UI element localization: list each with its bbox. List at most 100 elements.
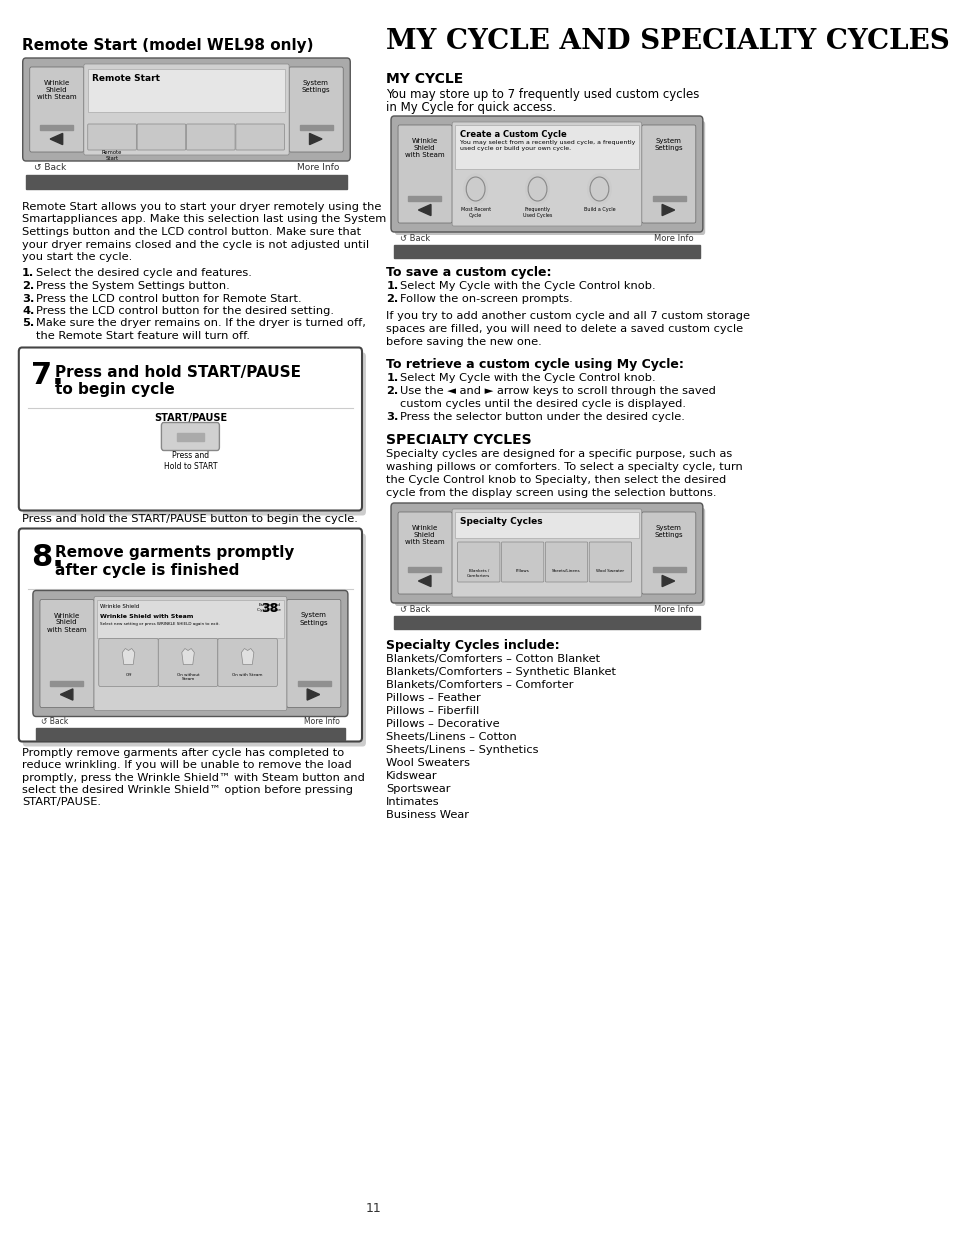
FancyBboxPatch shape: [40, 599, 94, 708]
Text: custom cycles until the desired cycle is displayed.: custom cycles until the desired cycle is…: [400, 399, 686, 409]
Text: Use the ◄ and ► arrow keys to scroll through the saved: Use the ◄ and ► arrow keys to scroll thr…: [400, 387, 716, 396]
Text: Press the selector button under the desired cycle.: Press the selector button under the desi…: [400, 412, 684, 422]
Text: To save a custom cycle:: To save a custom cycle:: [386, 266, 551, 279]
Bar: [652, 196, 685, 201]
Polygon shape: [182, 648, 194, 664]
Polygon shape: [661, 576, 674, 587]
Text: Most Recent
Cycle: Most Recent Cycle: [460, 207, 490, 217]
Text: Settings button and the LCD control button. Make sure that: Settings button and the LCD control butt…: [22, 227, 360, 237]
FancyBboxPatch shape: [94, 597, 287, 710]
Bar: [177, 432, 204, 441]
Polygon shape: [418, 576, 431, 587]
Text: Estimated
Cycle Time: Estimated Cycle Time: [256, 604, 280, 613]
Text: Intimates: Intimates: [386, 797, 439, 806]
Text: More Info: More Info: [653, 233, 693, 243]
FancyBboxPatch shape: [289, 67, 343, 152]
Text: before saving the new one.: before saving the new one.: [386, 337, 541, 347]
Text: Press the LCD control button for the desired setting.: Press the LCD control button for the des…: [36, 306, 334, 316]
Text: System
Settings: System Settings: [301, 80, 330, 93]
FancyBboxPatch shape: [455, 125, 638, 169]
Text: spaces are filled, you will need to delete a saved custom cycle: spaces are filled, you will need to dele…: [386, 324, 742, 333]
Bar: [300, 125, 333, 130]
Text: 4.: 4.: [22, 306, 34, 316]
FancyBboxPatch shape: [545, 542, 587, 582]
FancyBboxPatch shape: [186, 124, 234, 149]
FancyBboxPatch shape: [217, 638, 277, 687]
FancyBboxPatch shape: [19, 347, 361, 510]
Text: 3.: 3.: [386, 412, 398, 422]
Polygon shape: [661, 205, 674, 216]
Text: reduce wrinkling. If you will be unable to remove the load: reduce wrinkling. If you will be unable …: [22, 760, 352, 769]
Text: 38: 38: [261, 603, 278, 615]
Text: Remote
Start: Remote Start: [102, 149, 122, 161]
FancyBboxPatch shape: [457, 542, 499, 582]
FancyBboxPatch shape: [88, 69, 285, 112]
Text: Press the System Settings button.: Press the System Settings button.: [36, 282, 230, 291]
Text: ↺ Back: ↺ Back: [33, 163, 66, 172]
Bar: [51, 680, 83, 685]
FancyBboxPatch shape: [395, 121, 704, 235]
Bar: [26, 175, 347, 189]
FancyBboxPatch shape: [97, 599, 283, 637]
FancyBboxPatch shape: [395, 508, 704, 606]
Text: You may store up to 7 frequently used custom cycles: You may store up to 7 frequently used cu…: [386, 88, 699, 101]
Text: 2.: 2.: [22, 282, 34, 291]
Text: 1.: 1.: [386, 373, 398, 383]
Bar: [40, 125, 72, 130]
FancyBboxPatch shape: [391, 116, 702, 232]
Text: To retrieve a custom cycle using My Cycle:: To retrieve a custom cycle using My Cycl…: [386, 358, 683, 370]
FancyBboxPatch shape: [501, 542, 543, 582]
Text: Off: Off: [125, 673, 132, 677]
Polygon shape: [309, 133, 322, 144]
Text: 11: 11: [366, 1202, 381, 1215]
Text: Press the LCD control button for Remote Start.: Press the LCD control button for Remote …: [36, 294, 301, 304]
FancyBboxPatch shape: [235, 124, 284, 149]
Text: Sportswear: Sportswear: [386, 784, 451, 794]
Text: Sheets/Linens – Synthetics: Sheets/Linens – Synthetics: [386, 745, 538, 755]
FancyBboxPatch shape: [137, 124, 186, 149]
FancyBboxPatch shape: [452, 509, 641, 597]
Text: Follow the on-screen prompts.: Follow the on-screen prompts.: [400, 294, 573, 304]
Text: Sheets/Linens: Sheets/Linens: [552, 569, 580, 573]
Text: Create a Custom Cycle: Create a Custom Cycle: [459, 130, 566, 140]
Text: If you try to add another custom cycle and all 7 custom storage: If you try to add another custom cycle a…: [386, 311, 749, 321]
Text: START/PAUSE: START/PAUSE: [153, 414, 227, 424]
FancyBboxPatch shape: [161, 422, 219, 451]
FancyBboxPatch shape: [88, 124, 136, 149]
Text: Pillows: Pillows: [516, 569, 529, 573]
Text: Wrinkle Shield: Wrinkle Shield: [100, 604, 139, 609]
Circle shape: [463, 174, 487, 204]
Text: Kidswear: Kidswear: [386, 771, 437, 781]
Bar: [36, 727, 344, 740]
FancyBboxPatch shape: [391, 503, 702, 603]
Text: Specialty Cycles: Specialty Cycles: [459, 517, 542, 526]
Text: Pillows – Fiberfill: Pillows – Fiberfill: [386, 706, 479, 716]
Text: Pillows – Decorative: Pillows – Decorative: [386, 719, 499, 729]
FancyBboxPatch shape: [397, 513, 452, 594]
Text: Select the desired cycle and features.: Select the desired cycle and features.: [36, 268, 252, 279]
Bar: [408, 567, 440, 572]
Polygon shape: [122, 648, 134, 664]
Text: Specialty cycles are designed for a specific purpose, such as: Specialty cycles are designed for a spec…: [386, 450, 732, 459]
Text: Wrinkle
Shield
with Steam: Wrinkle Shield with Steam: [404, 138, 444, 158]
Text: 1.: 1.: [22, 268, 34, 279]
Text: Wrinkle
Shield
with Steam: Wrinkle Shield with Steam: [47, 613, 87, 632]
Text: 3.: 3.: [22, 294, 34, 304]
FancyBboxPatch shape: [23, 352, 366, 515]
FancyBboxPatch shape: [23, 534, 366, 746]
FancyBboxPatch shape: [455, 513, 638, 538]
Circle shape: [587, 174, 611, 204]
Text: System
Settings: System Settings: [299, 613, 328, 625]
FancyBboxPatch shape: [452, 122, 641, 226]
Text: ↺ Back: ↺ Back: [400, 233, 430, 243]
Text: Press and
Hold to START: Press and Hold to START: [164, 452, 217, 471]
Text: ↺ Back: ↺ Back: [41, 718, 68, 726]
Bar: [408, 196, 440, 201]
Polygon shape: [51, 133, 63, 144]
FancyBboxPatch shape: [589, 542, 631, 582]
Text: cycle from the display screen using the selection buttons.: cycle from the display screen using the …: [386, 488, 716, 498]
Text: START/PAUSE.: START/PAUSE.: [22, 798, 101, 808]
Text: your dryer remains closed and the cycle is not adjusted until: your dryer remains closed and the cycle …: [22, 240, 369, 249]
Bar: [297, 680, 331, 685]
Text: the Cycle Control knob to Specialty, then select the desired: the Cycle Control knob to Specialty, the…: [386, 475, 726, 485]
